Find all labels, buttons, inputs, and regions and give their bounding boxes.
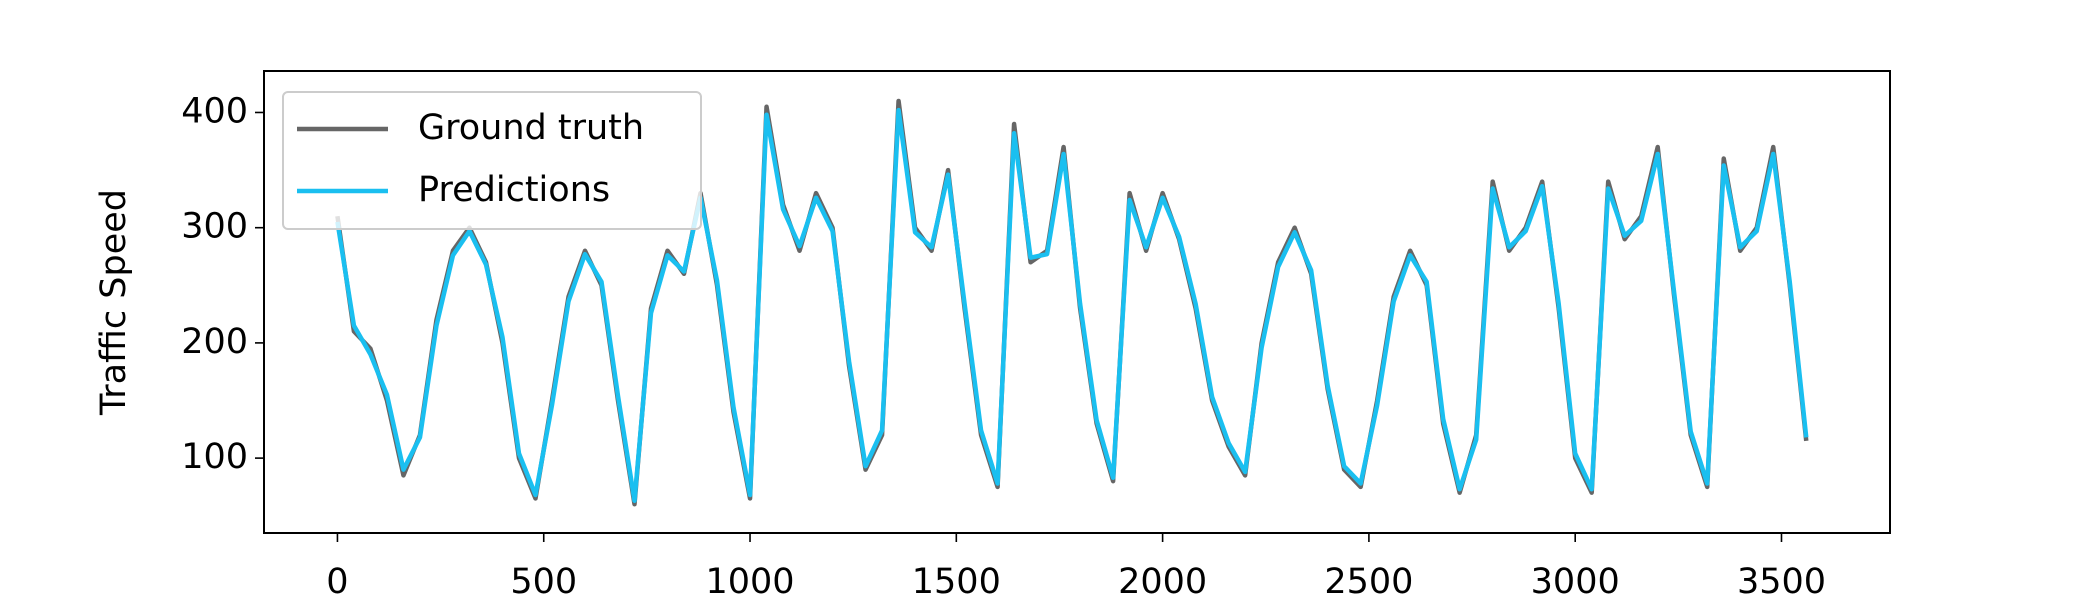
x-tick-label: 1500	[912, 562, 1001, 600]
plot-frame	[263, 70, 1891, 534]
x-tick-label: 500	[510, 562, 577, 600]
legend-label: Ground truth	[418, 108, 644, 148]
x-tick-label: 3000	[1531, 562, 1620, 600]
y-tick-label: 400	[181, 91, 248, 131]
x-tick-label: 0	[326, 562, 348, 600]
y-tick-label: 100	[181, 437, 248, 477]
y-tick-label: 300	[181, 207, 248, 247]
x-tick-label: 2000	[1118, 562, 1207, 600]
legend-label: Predictions	[418, 170, 610, 210]
legend-box	[282, 91, 702, 230]
x-tick-label: 1000	[705, 562, 794, 600]
x-tick-label: 2500	[1324, 562, 1413, 600]
legend: Ground truth Predictions	[282, 91, 702, 230]
y-tick-label: 200	[181, 322, 248, 362]
y-axis-label: Traffic Speed	[94, 189, 134, 416]
series-line	[335, 107, 1809, 503]
x-tick-label: 3500	[1737, 562, 1826, 600]
